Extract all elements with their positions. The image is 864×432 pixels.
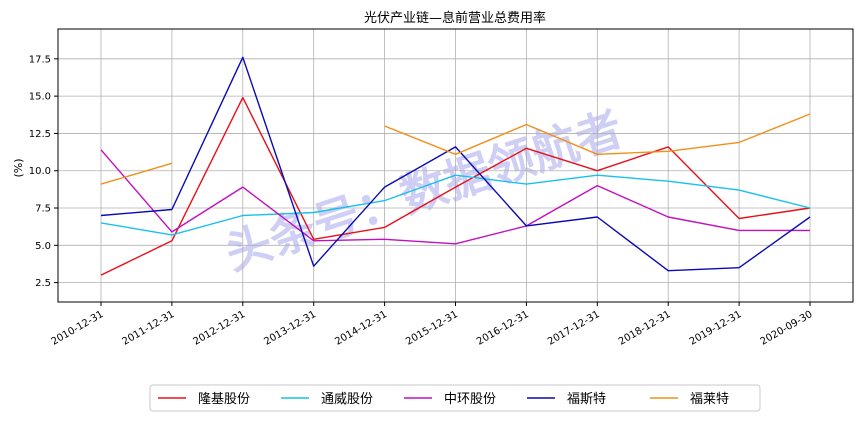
legend-label: 隆基股份	[198, 392, 250, 407]
x-tick-label: 2020-09-30	[759, 309, 815, 348]
x-tick-label: 2014-12-31	[333, 309, 389, 348]
legend-label: 通威股份	[321, 392, 373, 407]
x-tick-label: 2016-12-31	[475, 309, 531, 348]
series-line-1	[100, 174, 811, 236]
grid	[58, 29, 853, 302]
x-tick-label: 2018-12-31	[617, 309, 673, 348]
y-axis-label: (%)	[12, 158, 25, 177]
watermark: 头条号：数据领航者	[219, 101, 629, 280]
y-tick-label: 5.0	[35, 241, 51, 252]
x-tick-label: 2017-12-31	[546, 309, 602, 348]
chart-title: 光伏产业链—息前营业总费用率	[364, 10, 546, 26]
series-line-4	[100, 113, 811, 185]
x-tick-label: 2013-12-31	[262, 309, 318, 348]
x-tick-label: 2015-12-31	[404, 309, 460, 348]
series-lines	[100, 56, 811, 276]
y-tick-label: 17.5	[29, 54, 51, 65]
y-tick-label: 2.5	[35, 278, 51, 289]
series-line-0	[100, 96, 811, 276]
y-tick-label: 15.0	[29, 92, 51, 103]
legend-label: 福斯特	[567, 392, 606, 407]
y-tick-label: 10.0	[29, 166, 51, 177]
y-axis: 2.5 5.0 7.5 10.0 12.5 15.0 17.5	[29, 54, 58, 289]
x-axis: 2010-12-31 2011-12-31 2012-12-31 2013-12-31…	[50, 302, 815, 348]
x-tick-label: 2010-12-31	[50, 309, 106, 348]
x-tick-label: 2019-12-31	[688, 309, 744, 348]
y-tick-label: 12.5	[29, 129, 51, 140]
legend-label: 福莱特	[690, 392, 729, 407]
legend: 隆基股份 通威股份 中环股份 福斯特 福莱特	[149, 384, 761, 412]
x-tick-label: 2012-12-31	[191, 309, 247, 348]
x-tick-label: 2011-12-31	[121, 309, 177, 348]
legend-box	[149, 384, 761, 412]
series-line-2	[100, 149, 810, 245]
series-line-3	[100, 56, 811, 272]
y-tick-label: 7.5	[35, 204, 51, 215]
legend-label: 中环股份	[444, 392, 496, 407]
